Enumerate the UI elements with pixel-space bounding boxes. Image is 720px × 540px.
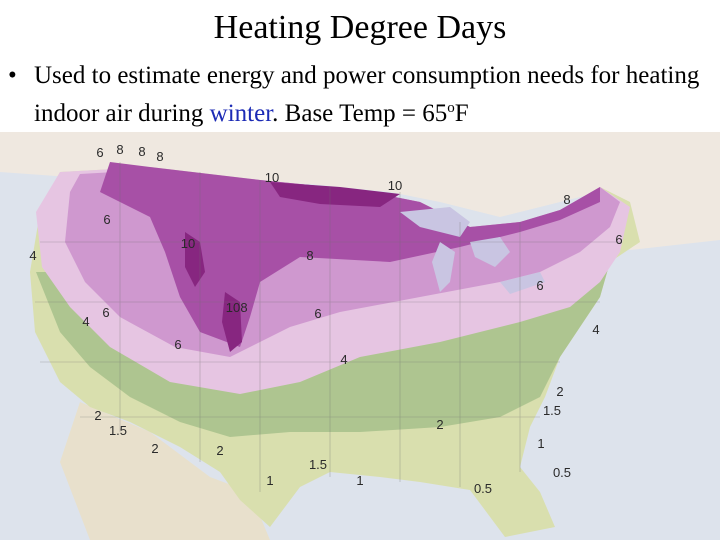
contour-label-6-central: 6: [314, 306, 321, 321]
contour-label-2-sw2: 2: [216, 443, 223, 458]
contour-label-8-nw-1: 8: [116, 142, 123, 157]
contour-label-10-co: 10: [226, 300, 240, 315]
contour-label-1-gulf: 1: [356, 473, 363, 488]
contour-label-1-ga: 1: [537, 436, 544, 451]
contour-label-0.5-fl: 0.5: [553, 465, 571, 480]
contour-label-4-west: 4: [29, 248, 36, 263]
contour-label-8-plains: 8: [306, 248, 313, 263]
contour-label-8-nw-2: 8: [138, 144, 145, 159]
contour-label-1.5-sw: 1.5: [109, 423, 127, 438]
contour-label-2-sw: 2: [94, 408, 101, 423]
winter-highlight: winter: [209, 100, 273, 127]
contour-label-6-ne: 6: [615, 232, 622, 247]
contour-label-6-wa: 6: [103, 212, 110, 227]
bullet-text-start: Used to estimate energy and power consum…: [34, 62, 700, 127]
hdd-band-10-colorado: [222, 292, 242, 352]
contour-label-10-rockies: 10: [181, 236, 195, 251]
great-lakes: [400, 207, 545, 294]
canada-region: [0, 132, 720, 250]
contour-label-1.5-tx: 1.5: [309, 457, 327, 472]
contour-label-2-gulf: 2: [436, 417, 443, 432]
contour-label-2-se: 2: [556, 384, 563, 399]
slide-title: Heating Degree Days: [213, 9, 507, 46]
degree-symbol: o: [447, 100, 455, 116]
heating-degree-days-map: 6 8 8 8 10 10 8 6 6 4 10 8 4 6 10 8 6 6 4 6 4 2 1.5 2 1.5 2 2 2 1 1.5…: [0, 132, 720, 540]
hdd-band-10-north: [270, 182, 400, 207]
bullet-text: Used to estimate energy and power consum…: [34, 60, 714, 130]
contour-label-4-south: 4: [340, 352, 347, 367]
contour-label-0.5-gulf: 0.5: [474, 481, 492, 496]
contour-label-4-ca: 4: [82, 314, 89, 329]
contour-label-8-ne: 8: [563, 192, 570, 207]
contour-label-6-nw-1: 6: [96, 145, 103, 160]
contour-label-6-az: 6: [174, 337, 181, 352]
contour-label-2-tx: 2: [151, 441, 158, 456]
state-borders: [35, 162, 620, 492]
contour-label-6-east: 6: [536, 278, 543, 293]
contour-label-8-nw-3: 8: [156, 149, 163, 164]
contour-label-4-east: 4: [592, 322, 599, 337]
contour-label-6-nv: 6: [102, 305, 109, 320]
contour-label-1-tx: 1: [266, 473, 273, 488]
temp-unit: F: [454, 100, 469, 127]
bullet-text-end: . Base Temp = 65: [272, 100, 448, 127]
contour-label-1.5-se: 1.5: [543, 403, 561, 418]
contour-label-8-co: 8: [240, 300, 247, 315]
mexico-region: [60, 402, 270, 540]
bullet-dot: •: [8, 62, 17, 89]
contour-label-10-north: 10: [265, 170, 279, 185]
contour-label-10-lakes: 10: [388, 178, 402, 193]
